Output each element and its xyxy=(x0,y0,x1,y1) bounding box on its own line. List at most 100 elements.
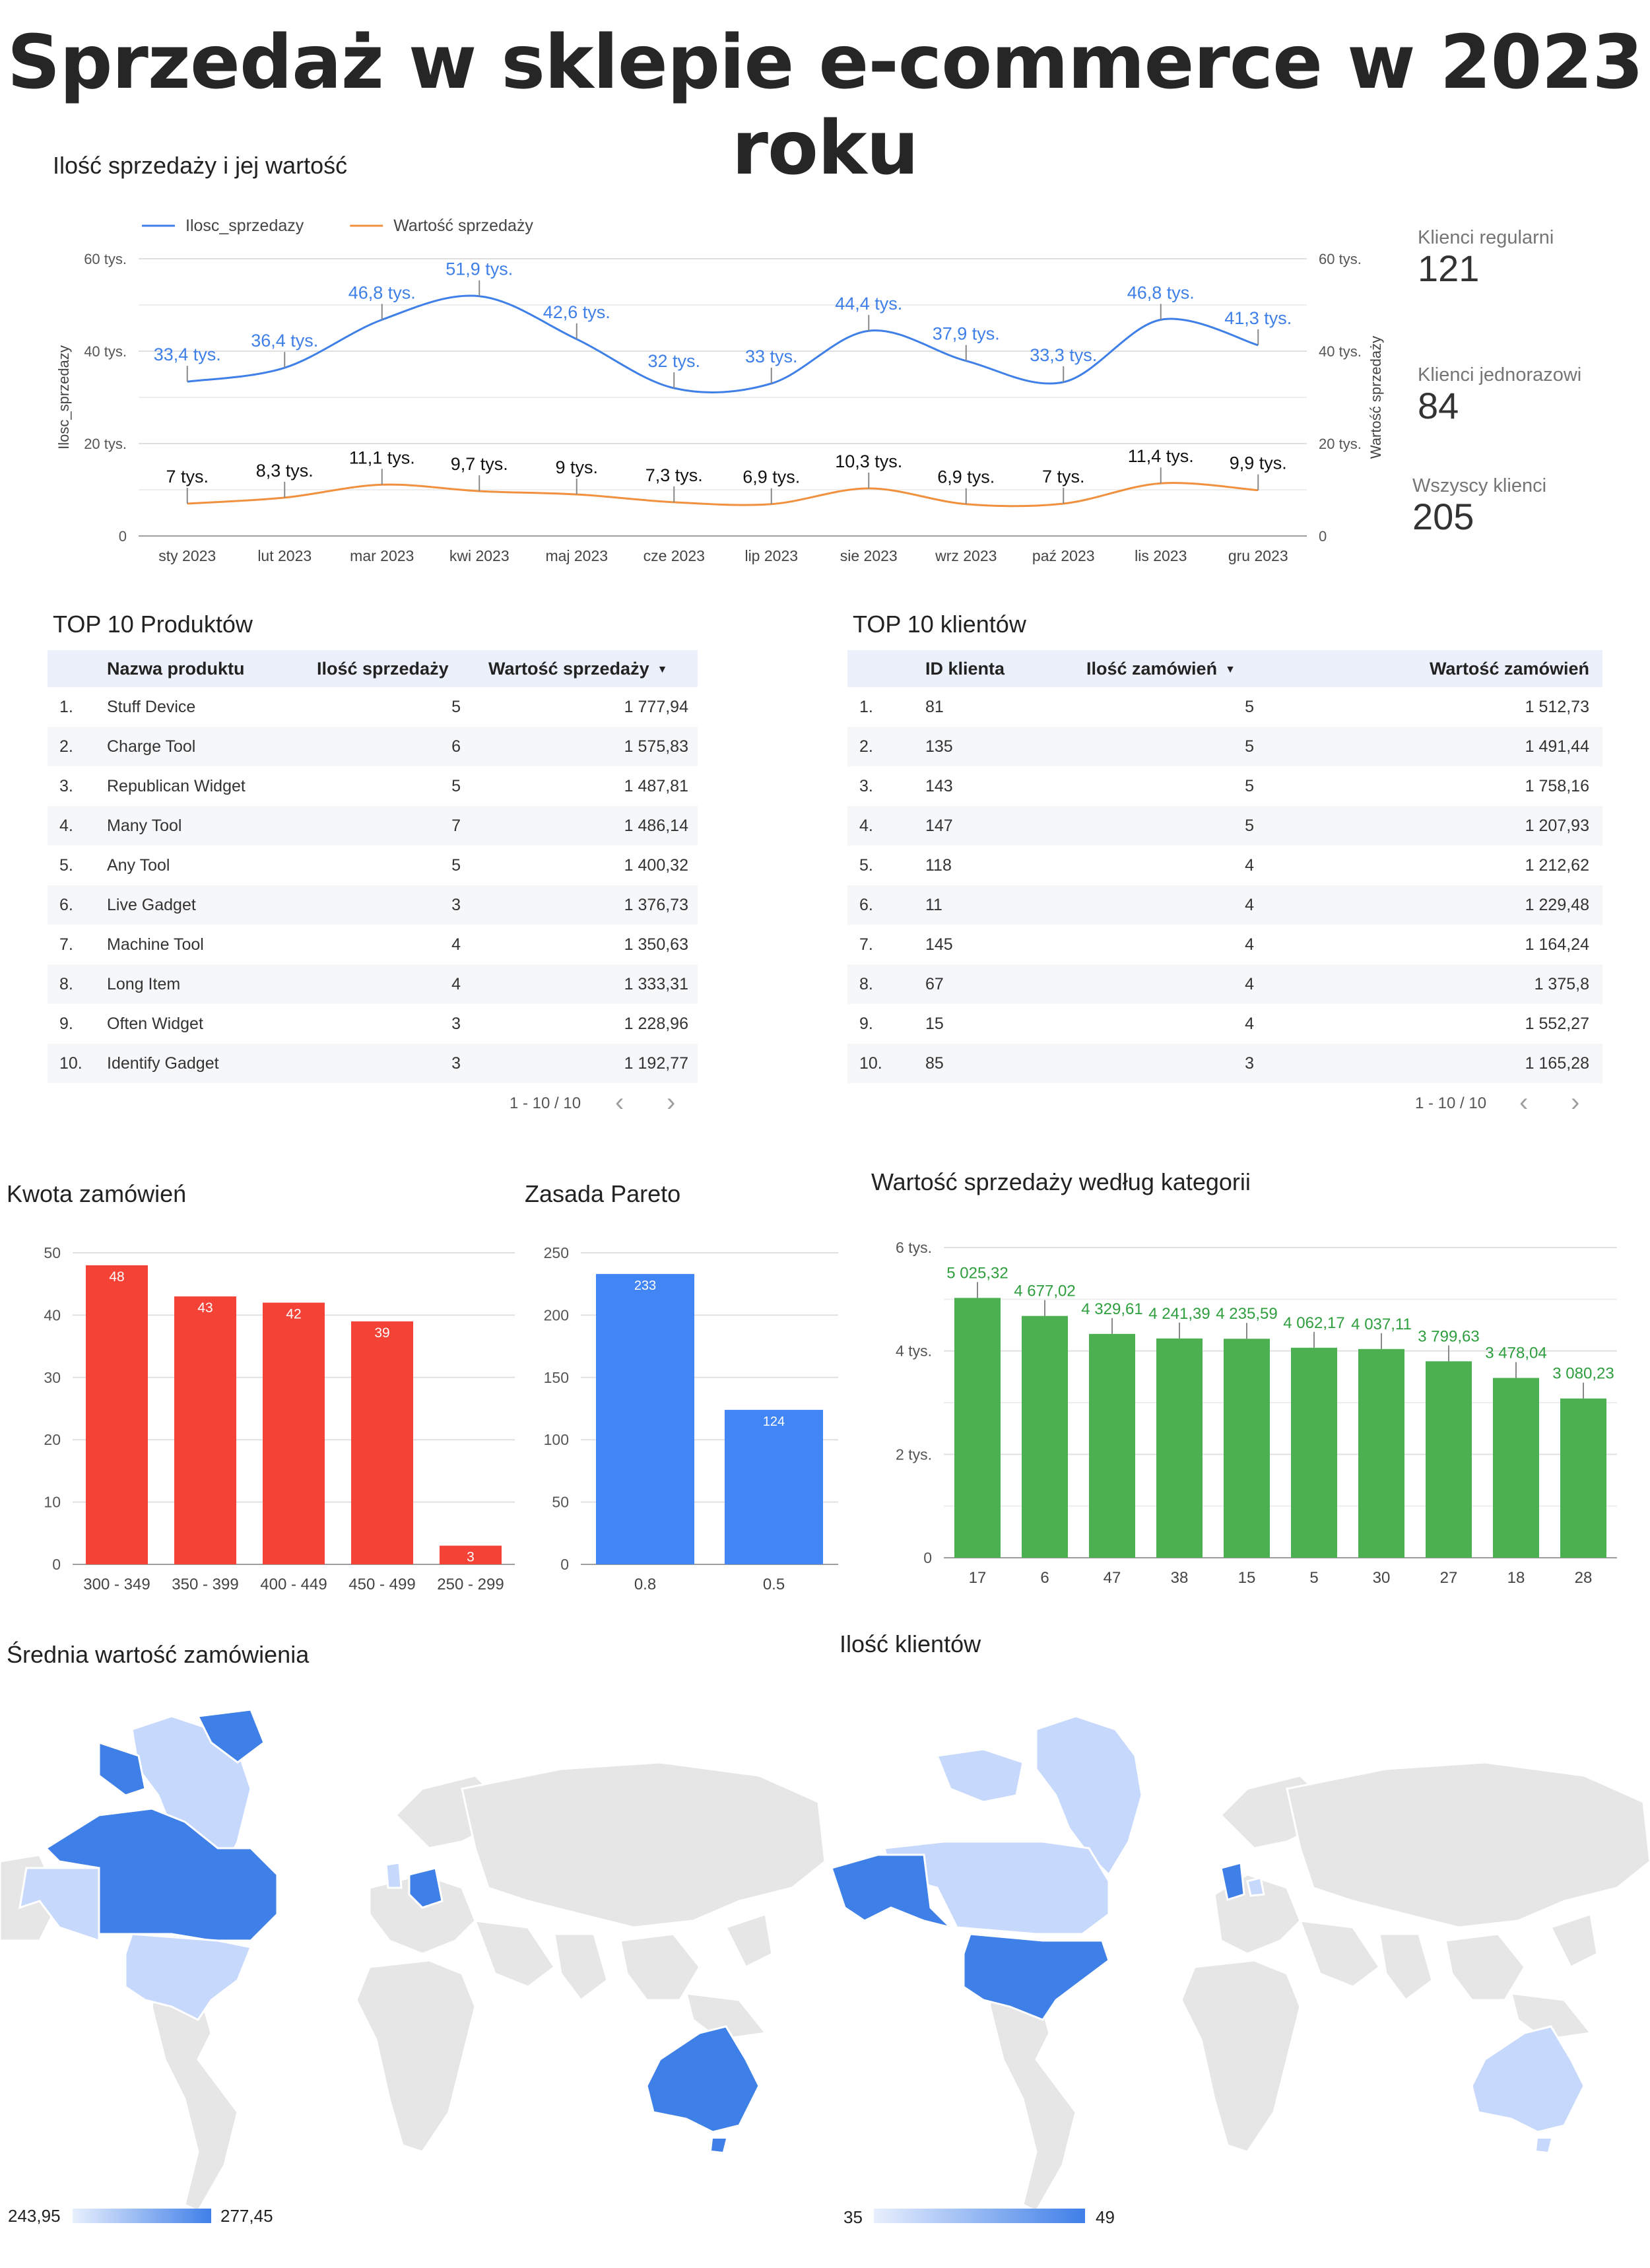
x-tick-label: 17 xyxy=(969,1569,987,1587)
x-tick-label: 30 xyxy=(1373,1569,1391,1587)
y-tick-label: 2 tys. xyxy=(896,1446,932,1463)
table-row[interactable]: 5. 118 4 1 212,62 xyxy=(847,846,1602,885)
table-cell-value: 1 512,73 xyxy=(1525,698,1589,716)
table-cell-id: 143 xyxy=(925,777,953,795)
table-cell-idx: 5. xyxy=(859,856,873,875)
orders-chart-title: Kwota zamówień xyxy=(7,1180,187,1207)
col-client-id[interactable]: ID klienta xyxy=(925,659,1005,679)
x-tick-label: 27 xyxy=(1440,1569,1458,1587)
map-region-tasmania xyxy=(1536,2139,1551,2152)
y2-tick-label: 40 tys. xyxy=(1319,343,1362,360)
map-region-europe-dark xyxy=(1220,1861,1245,1901)
table-row[interactable]: 2. Charge Tool 6 1 575,83 xyxy=(48,727,698,766)
table-cell-value: 1 487,81 xyxy=(624,777,688,795)
bar xyxy=(1426,1361,1472,1558)
map-land xyxy=(473,1919,556,1988)
data-label: 46,8 tys. xyxy=(1127,283,1195,302)
products-pager-label: 1 - 10 / 10 xyxy=(510,1094,581,1112)
kpi-regular-value: 121 xyxy=(1418,248,1480,289)
table-cell-qty: 4 xyxy=(451,975,461,993)
y-tick-label: 0 xyxy=(560,1556,569,1573)
col-product-qty[interactable]: Ilość sprzedaży xyxy=(317,659,449,679)
clients-table-title: TOP 10 klientów xyxy=(853,611,1026,638)
table-row[interactable]: 1. 81 5 1 512,73 xyxy=(847,687,1602,727)
table-row[interactable]: 8. 67 4 1 375,8 xyxy=(847,964,1602,1004)
map-region-alaska xyxy=(18,1867,100,1943)
table-row[interactable]: 7. Machine Tool 4 1 350,63 xyxy=(48,925,698,964)
data-label: 4 037,11 xyxy=(1351,1316,1412,1333)
table-cell-name: Identify Gadget xyxy=(107,1054,219,1073)
data-label: 46,8 tys. xyxy=(348,283,416,302)
table-row[interactable]: 10. Identify Gadget 3 1 192,77 xyxy=(48,1044,698,1083)
table-cell-id: 118 xyxy=(925,856,952,875)
bar xyxy=(440,1545,502,1564)
table-cell-orders: 3 xyxy=(1245,1054,1254,1073)
y-tick-label: 50 xyxy=(552,1494,569,1511)
data-label: 9 tys. xyxy=(555,457,598,477)
map-land xyxy=(619,1933,701,2001)
map-legend-min: 243,95 xyxy=(8,2206,61,2226)
clients-table-header: ID klienta Ilość zamówień ▼ Wartość zamów… xyxy=(847,650,1602,687)
y2-tick-label: 0 xyxy=(1319,528,1327,545)
table-row[interactable]: 9. 15 4 1 552,27 xyxy=(847,1004,1602,1044)
table-cell-orders: 5 xyxy=(1245,777,1254,795)
bar xyxy=(174,1296,236,1564)
table-row[interactable]: 10. 85 3 1 165,28 xyxy=(847,1044,1602,1083)
x-tick-label: 15 xyxy=(1238,1569,1256,1587)
legend-label: Ilosc_sprzedazy xyxy=(185,217,304,235)
y-axis-title: Ilosc_sprzedazy xyxy=(55,345,72,450)
table-row[interactable]: 3. Republican Widget 5 1 487,81 xyxy=(48,766,698,806)
bar xyxy=(954,1298,1001,1558)
x-tick-label: lis 2023 xyxy=(1135,547,1187,564)
table-row[interactable]: 9. Often Widget 3 1 228,96 xyxy=(48,1004,698,1044)
col-product-value[interactable]: Wartość sprzedaży ▼ xyxy=(488,659,668,679)
table-cell-idx: 3. xyxy=(859,777,873,795)
table-row[interactable]: 4. 147 5 1 207,93 xyxy=(847,806,1602,846)
table-row[interactable]: 5. Any Tool 5 1 400,32 xyxy=(48,846,698,885)
table-cell-orders: 4 xyxy=(1245,1015,1254,1033)
bar xyxy=(86,1265,148,1564)
bar xyxy=(1156,1338,1203,1558)
clients-table: ID klienta Ilość zamówień ▼ Wartość zamów… xyxy=(847,650,1602,1125)
table-cell-value: 1 486,14 xyxy=(624,817,688,835)
products-prev-page-button[interactable]: ‹ xyxy=(615,1089,624,1116)
y-tick-label: 100 xyxy=(544,1431,569,1448)
kpi-onetime-value: 84 xyxy=(1418,385,1459,426)
col-client-orders[interactable]: Ilość zamówień ▼ xyxy=(1086,659,1236,679)
table-cell-value: 1 491,44 xyxy=(1525,737,1589,756)
table-cell-qty: 5 xyxy=(451,777,461,795)
chevron-right-icon: › xyxy=(1571,1088,1580,1117)
col-product-name[interactable]: Nazwa produktu xyxy=(107,659,245,679)
y-tick-label: 0 xyxy=(923,1549,932,1566)
data-label: 9,7 tys. xyxy=(451,454,508,474)
table-row[interactable]: 6. 11 4 1 229,48 xyxy=(847,885,1602,925)
data-label: 5 025,32 xyxy=(946,1264,1008,1282)
kpi-regular-label: Klienci regularni xyxy=(1418,227,1554,248)
table-row[interactable]: 7. 145 4 1 164,24 xyxy=(847,925,1602,964)
x-tick-label: 0.5 xyxy=(763,1576,785,1593)
table-cell-value: 1 400,32 xyxy=(624,856,688,875)
table-row[interactable]: 3. 143 5 1 758,16 xyxy=(847,766,1602,806)
map-legend-max: 277,45 xyxy=(220,2206,273,2226)
sales-line-chart: 0 0 20 tys. 20 tys. 40 tys. 40 tys. 60 tys. 60 … xyxy=(55,217,1384,564)
table-row[interactable]: 1. Stuff Device 5 1 777,94 xyxy=(48,687,698,727)
y-tick-label: 60 tys. xyxy=(84,251,127,267)
sort-down-icon: ▼ xyxy=(1225,663,1236,675)
map-clients-count: 35 49 xyxy=(830,1715,1650,2227)
col-client-value[interactable]: Wartość zamówień xyxy=(1429,659,1589,679)
table-cell-orders: 4 xyxy=(1245,935,1254,954)
table-cell-id: 15 xyxy=(925,1015,944,1033)
table-cell-name: Stuff Device xyxy=(107,698,196,716)
clients-next-page-button[interactable]: › xyxy=(1571,1089,1579,1116)
data-label: 8,3 tys. xyxy=(256,461,314,481)
table-row[interactable]: 8. Long Item 4 1 333,31 xyxy=(48,964,698,1004)
table-row[interactable]: 2. 135 5 1 491,44 xyxy=(847,727,1602,766)
table-row[interactable]: 4. Many Tool 7 1 486,14 xyxy=(48,806,698,846)
x-tick-label: wrz 2023 xyxy=(935,547,997,564)
table-cell-id: 85 xyxy=(925,1054,944,1073)
data-label: 33 tys. xyxy=(745,347,798,366)
table-row[interactable]: 6. Live Gadget 3 1 376,73 xyxy=(48,885,698,925)
clients-prev-page-button[interactable]: ‹ xyxy=(1519,1089,1528,1116)
products-next-page-button[interactable]: › xyxy=(667,1089,675,1116)
map-legend-min: 35 xyxy=(843,2207,863,2227)
